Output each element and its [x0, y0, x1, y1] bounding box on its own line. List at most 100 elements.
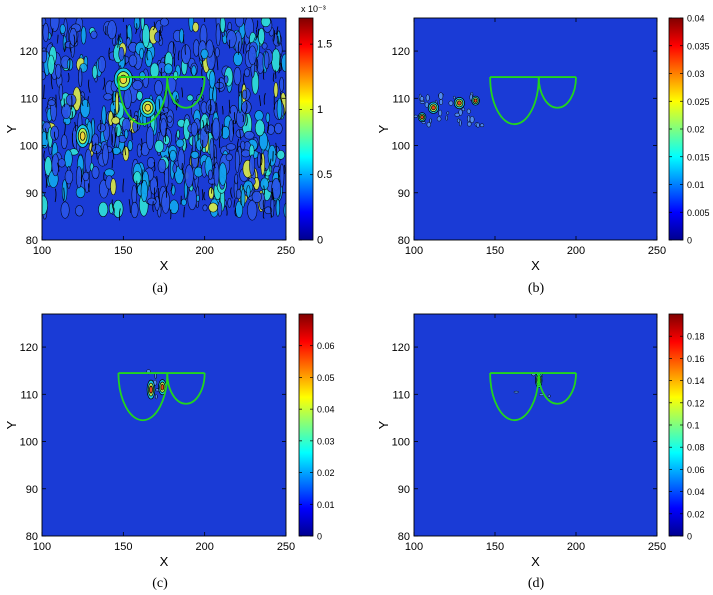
overlay-semicircle [537, 373, 577, 405]
contour-speck [426, 122, 431, 128]
contour-line [206, 117, 209, 130]
contour-blob [61, 134, 68, 150]
contour-blob [124, 129, 129, 139]
contour-blob [118, 46, 125, 61]
overlay-semicircle [537, 77, 577, 109]
contour-blob [181, 198, 187, 206]
contour-line [54, 131, 57, 141]
contour-line [157, 188, 160, 200]
contour-blob [212, 117, 221, 141]
contour-line [165, 127, 167, 142]
plot-frame [413, 313, 658, 537]
contour-blob [92, 65, 98, 80]
contour-line [228, 99, 231, 114]
colorbar-tick-label: 0.06 [687, 465, 705, 475]
panel-3: 100 150 200 250 80 90 100 110 120 X Y 0 0.01 0.02 0.03… [4, 313, 335, 591]
y-axis-label: Y [376, 420, 391, 429]
contour-line [225, 205, 228, 216]
plot-background [42, 314, 286, 536]
contour-speck [419, 96, 424, 102]
contour-speck [457, 118, 461, 123]
contour-speck [461, 107, 465, 112]
y-axis-label: Y [4, 124, 19, 133]
contour-blob [240, 140, 246, 151]
contour-blob [249, 154, 256, 176]
panel-4: 100 150 200 250 80 90 100 110 120 X Y 0 0.02 0.04 0.06… [376, 313, 705, 591]
contour-blob [233, 66, 242, 86]
contour-blob [123, 87, 132, 109]
contour-line [177, 50, 180, 61]
contour-line [108, 47, 111, 61]
contour-blob [64, 169, 74, 185]
contour-blob [261, 42, 268, 50]
contour-blob [281, 53, 286, 72]
contour-line [255, 29, 258, 41]
contour-line [71, 95, 73, 110]
contour-speck [438, 92, 444, 100]
contour-line [201, 55, 203, 67]
contour-line [152, 21, 156, 31]
x-tick-label: 150 [486, 245, 504, 257]
contour-speck [448, 100, 454, 106]
contour-blob [75, 186, 86, 199]
plot-background [414, 18, 657, 240]
x-axis-label: X [160, 554, 169, 569]
contour-blob [127, 140, 133, 152]
contour-line [88, 79, 91, 93]
contour-field [414, 92, 485, 128]
contour-line [111, 133, 113, 145]
contour-line [45, 128, 47, 140]
contour-line [263, 185, 265, 195]
contour-blob [241, 100, 252, 114]
contour-line [242, 114, 245, 123]
x-tick-label: 250 [277, 245, 295, 257]
x-axis-label: X [531, 258, 540, 273]
contour-field [146, 369, 167, 400]
contour-line [88, 183, 90, 192]
contour-blob [276, 30, 281, 45]
contour-line [230, 187, 233, 199]
contour-blob [146, 157, 156, 169]
contour-blob [166, 115, 173, 123]
plot-frame [41, 17, 287, 241]
x-tick-label: 250 [648, 245, 666, 257]
contour-line [208, 106, 211, 118]
contour-speck [425, 94, 430, 102]
contour-blob [160, 118, 167, 137]
contour-line [64, 42, 66, 53]
contour-speck [436, 116, 442, 122]
contour-blob [242, 89, 248, 100]
contour-blob [130, 201, 139, 219]
contour-line [124, 145, 127, 156]
contour-line [118, 208, 121, 221]
colorbar-tick-label: 0.12 [687, 398, 705, 408]
contour-blob [257, 27, 265, 45]
contour-blob [133, 171, 142, 185]
contour-blob [217, 201, 223, 217]
contour-line [221, 124, 224, 137]
contour-blob [214, 47, 220, 58]
contour-blob [97, 56, 106, 73]
contour-blob [190, 150, 200, 159]
contour-blob [111, 116, 120, 125]
contour-line [153, 187, 156, 201]
contour-line [115, 127, 118, 139]
y-tick-label: 110 [392, 93, 410, 105]
contour-line [199, 146, 202, 159]
contour-blob [159, 18, 169, 27]
contour-line [216, 102, 218, 112]
contour-blob [187, 187, 197, 211]
y-tick-label: 100 [20, 141, 38, 153]
contour-line [153, 162, 156, 172]
contour-blob [58, 83, 64, 101]
colorbar-tick-label: 0.5 [317, 169, 332, 181]
hotspot [158, 379, 167, 396]
contour-line [68, 57, 71, 71]
contour-line [122, 178, 125, 193]
y-tick-label: 80 [26, 531, 38, 543]
colorbar-tick-label: 0 [317, 235, 323, 247]
x-axis-label: X [160, 258, 169, 273]
contour-line [279, 53, 281, 66]
contour-line [203, 191, 206, 201]
y-tick-label: 120 [392, 342, 410, 354]
